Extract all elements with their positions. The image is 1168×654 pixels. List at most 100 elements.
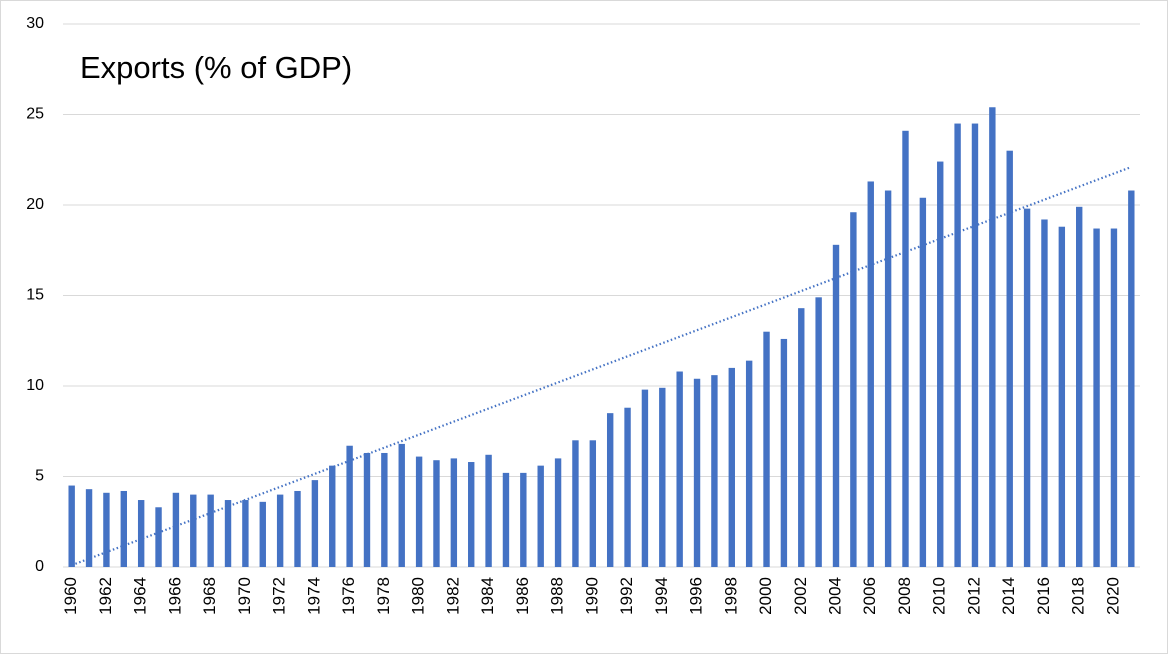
x-tick-label: 2012 <box>964 577 983 615</box>
x-tick-label: 1960 <box>61 577 80 615</box>
bar <box>971 123 979 568</box>
bar <box>589 440 597 567</box>
bar <box>450 458 458 567</box>
x-tick-label: 1972 <box>270 577 289 615</box>
bar <box>815 297 822 567</box>
bar <box>676 371 683 567</box>
x-tick-label: 1974 <box>304 577 323 615</box>
bar <box>745 360 753 567</box>
bar <box>381 452 388 567</box>
bar <box>572 440 579 567</box>
bar <box>415 456 423 567</box>
x-tick-label: 1982 <box>443 577 462 615</box>
x-tick-label: 2002 <box>791 577 810 615</box>
bar <box>433 460 440 567</box>
x-tick-label: 1968 <box>200 577 219 615</box>
bar <box>103 492 110 567</box>
bar <box>468 462 475 567</box>
bar <box>919 197 927 567</box>
bar <box>85 489 93 567</box>
y-tick-label: 20 <box>26 196 44 213</box>
bar <box>624 407 631 567</box>
x-tick-label: 1980 <box>409 577 428 615</box>
x-tick-label: 2018 <box>1069 577 1088 615</box>
x-tick-label: 1990 <box>582 577 601 615</box>
bar <box>850 212 857 568</box>
bar <box>224 500 232 567</box>
x-tick-label: 2000 <box>756 577 775 615</box>
bar <box>780 338 788 567</box>
bar <box>937 161 944 567</box>
bar <box>120 490 127 567</box>
bar <box>989 107 996 567</box>
bar <box>190 494 197 567</box>
bar <box>155 507 162 567</box>
x-tick-label: 1986 <box>513 577 532 615</box>
bar <box>1041 219 1048 568</box>
bar <box>1093 228 1100 567</box>
y-tick-label: 5 <box>35 468 44 485</box>
x-tick-label: 2008 <box>895 577 914 615</box>
x-tick-label: 1998 <box>721 577 740 615</box>
bar <box>398 443 405 567</box>
bar <box>1023 208 1031 567</box>
bar <box>485 454 492 567</box>
bar <box>1076 206 1083 567</box>
y-tick-label: 30 <box>26 15 44 32</box>
bar <box>954 123 961 568</box>
bar <box>311 480 319 567</box>
bar <box>520 472 527 567</box>
y-tick-label: 25 <box>26 106 44 123</box>
bar <box>693 378 701 567</box>
bar <box>242 500 249 567</box>
y-tick-label: 0 <box>35 558 44 575</box>
x-tick-label: 1962 <box>96 577 115 615</box>
bar <box>884 190 892 567</box>
bar <box>329 465 336 567</box>
bar <box>798 308 805 567</box>
bar <box>137 500 145 567</box>
x-tick-label: 2020 <box>1103 577 1122 615</box>
x-tick-label: 1996 <box>687 577 706 615</box>
bar <box>763 331 770 567</box>
bar <box>728 367 735 567</box>
x-tick-label: 1964 <box>131 577 150 615</box>
bar <box>1128 190 1135 567</box>
x-tick-label: 2016 <box>1034 577 1053 615</box>
bar <box>502 472 510 567</box>
bar <box>1110 228 1118 567</box>
x-tick-label: 1966 <box>165 577 184 615</box>
x-tick-label: 1970 <box>235 577 254 615</box>
bar <box>346 445 353 567</box>
x-tick-label: 2004 <box>825 577 844 615</box>
bar <box>363 452 371 567</box>
trendline <box>71 165 1132 567</box>
x-tick-label: 1992 <box>617 577 636 615</box>
bar <box>207 494 214 567</box>
y-tick-label: 10 <box>26 377 44 394</box>
bar <box>711 375 718 567</box>
bar <box>1058 226 1066 567</box>
bar <box>606 413 614 567</box>
bar <box>554 458 562 567</box>
bar <box>641 389 649 567</box>
x-tick-label: 2006 <box>860 577 879 615</box>
bar <box>1006 150 1013 567</box>
bar <box>867 181 874 567</box>
x-tick-label: 1984 <box>478 577 497 615</box>
x-tick-label: 1988 <box>548 577 567 615</box>
marks <box>68 107 1135 568</box>
bar <box>172 492 180 567</box>
bar <box>902 130 909 568</box>
x-tick-label: 2014 <box>999 577 1018 615</box>
x-tick-label: 1978 <box>374 577 393 615</box>
x-tick-label: 1994 <box>652 577 671 615</box>
bar <box>659 387 666 567</box>
x-tick-label: 1976 <box>339 577 358 615</box>
chart-title: Exports (% of GDP) <box>80 50 352 85</box>
y-tick-label: 15 <box>26 287 44 304</box>
bar <box>68 485 75 567</box>
bar <box>276 494 284 567</box>
